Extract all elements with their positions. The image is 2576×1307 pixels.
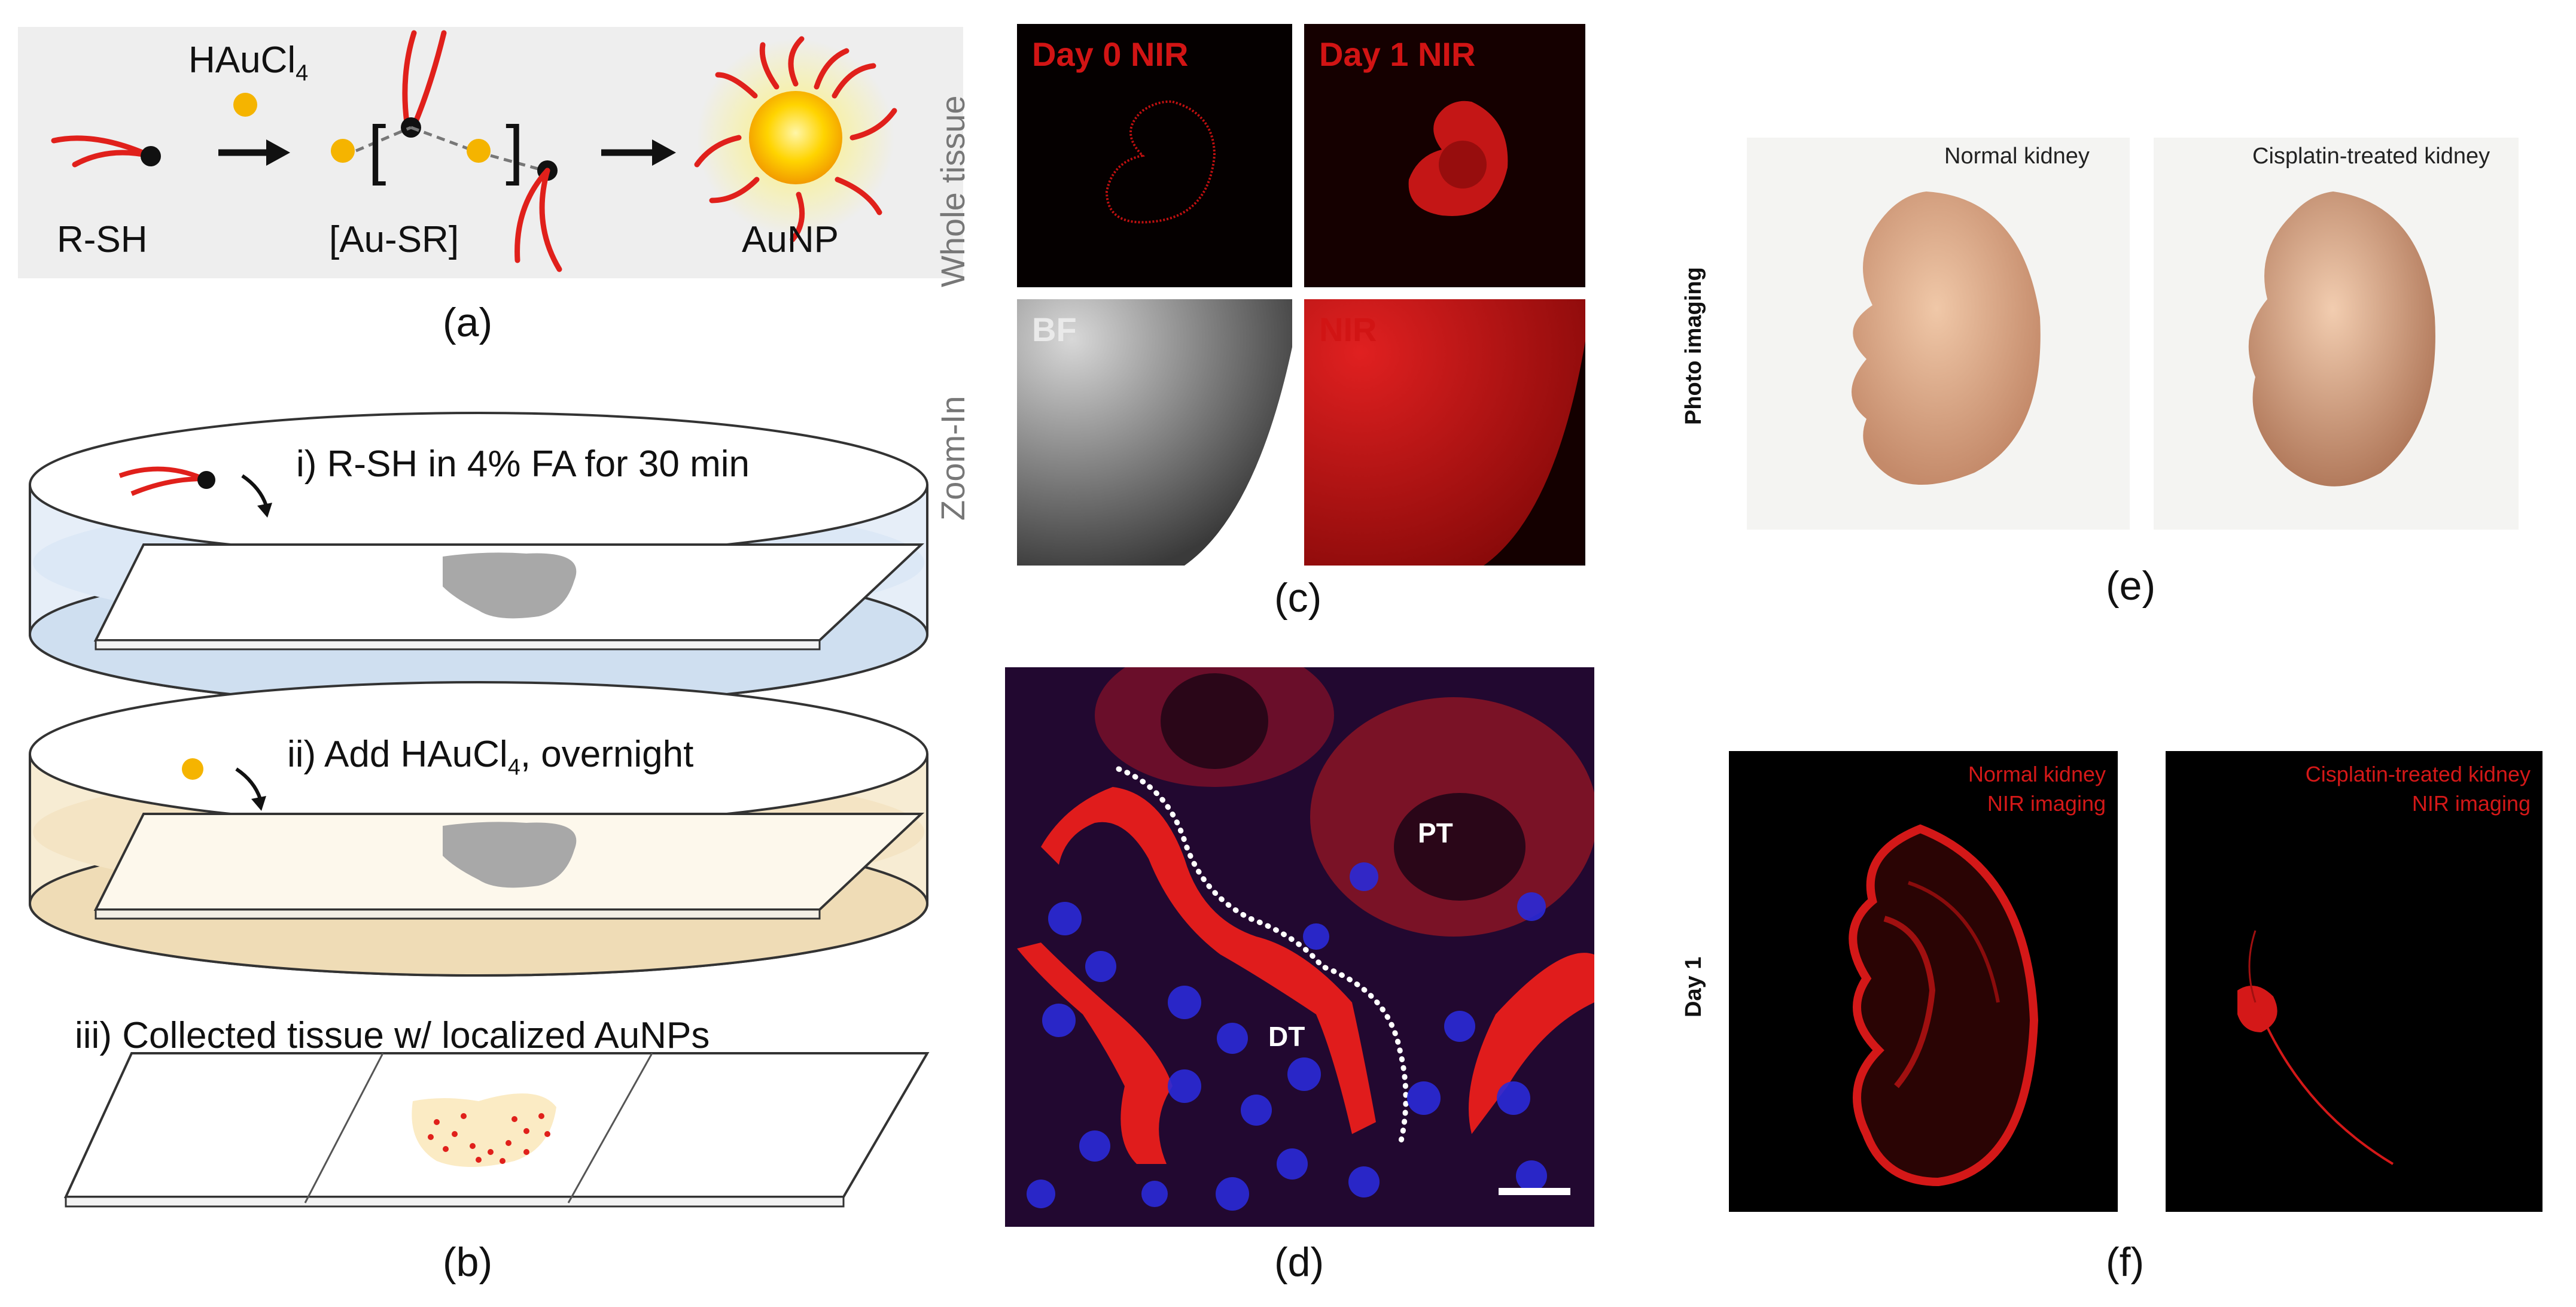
petri-dish-1 bbox=[29, 412, 928, 707]
au-sr-label: [Au-SR] bbox=[329, 219, 459, 260]
image-bf-zoom: BF bbox=[1017, 299, 1292, 566]
tissue-icon bbox=[443, 552, 577, 619]
caption-b: (b) bbox=[443, 1239, 493, 1285]
image-day1-nir: Day 1 NIR bbox=[1304, 24, 1585, 287]
caption-e: (e) bbox=[2106, 563, 2156, 609]
reaction-arrow-icon bbox=[218, 139, 290, 166]
image-cisplatin-kidney-nir: Cisplatin-treated kidney NIR imaging bbox=[2166, 751, 2542, 1212]
image-day0-nir: Day 0 NIR bbox=[1017, 24, 1292, 287]
row-label-zoom-in: Zoom-In bbox=[934, 396, 972, 521]
row-label-whole-tissue: Whole tissue bbox=[933, 95, 972, 287]
gold-precursor-icon bbox=[233, 93, 257, 117]
step-2-label: ii) Add HAuCl4, overnight bbox=[287, 734, 694, 780]
nir-normal-title: Normal kidney bbox=[1968, 762, 2106, 786]
reaction-arrow-icon bbox=[601, 139, 676, 166]
label-pt: PT bbox=[1418, 817, 1453, 849]
caption-a: (a) bbox=[443, 300, 493, 345]
petri-dish-2 bbox=[29, 681, 928, 977]
caption-d: (d) bbox=[1274, 1239, 1324, 1285]
caption-f: (f) bbox=[2106, 1239, 2145, 1285]
au-sr-complex-icon bbox=[331, 30, 562, 272]
image-kidney-section: PT DT bbox=[1005, 667, 1594, 1227]
bracket-open: [ bbox=[368, 113, 386, 186]
panel-a: HAuCl4 [ ] R-SH [Au-SR] AuNP bbox=[18, 27, 963, 278]
rsh-label: R-SH bbox=[57, 219, 148, 260]
gold-nanoparticle-icon bbox=[694, 36, 897, 242]
aunp-label: AuNP bbox=[742, 219, 839, 260]
bracket-close: ] bbox=[506, 113, 524, 186]
ligand-rsh-icon bbox=[51, 135, 161, 168]
row-label-day-1: Day 1 bbox=[1681, 956, 1706, 1017]
tissue-icon bbox=[443, 822, 577, 888]
photo-cisplatin-kidney: Cisplatin-treated kidney bbox=[2154, 138, 2519, 530]
slide-3 bbox=[63, 1052, 930, 1208]
image-normal-kidney-nir: Normal kidney NIR imaging bbox=[1729, 751, 2118, 1212]
photo-normal-kidney: Normal kidney bbox=[1747, 138, 2130, 530]
panel-a-scheme bbox=[51, 30, 897, 272]
step-1-label: i) R-SH in 4% FA for 30 min bbox=[296, 443, 750, 485]
panel-b-dishes bbox=[29, 412, 930, 1208]
image-nir-zoom: NIR bbox=[1304, 299, 1585, 566]
nir-cisplatin-subtitle: NIR imaging bbox=[2411, 791, 2531, 816]
caption-c: (c) bbox=[1274, 575, 1322, 621]
label-dt: DT bbox=[1268, 1021, 1305, 1052]
step-3-label: iii) Collected tissue w/ localized AuNPs bbox=[75, 1015, 710, 1056]
row-label-photo-imaging: Photo imaging bbox=[1681, 267, 1706, 425]
reagent-label: HAuCl4 bbox=[188, 39, 309, 86]
nir-normal-subtitle: NIR imaging bbox=[1987, 791, 2106, 816]
nir-cisplatin-title: Cisplatin-treated kidney bbox=[2305, 762, 2531, 786]
